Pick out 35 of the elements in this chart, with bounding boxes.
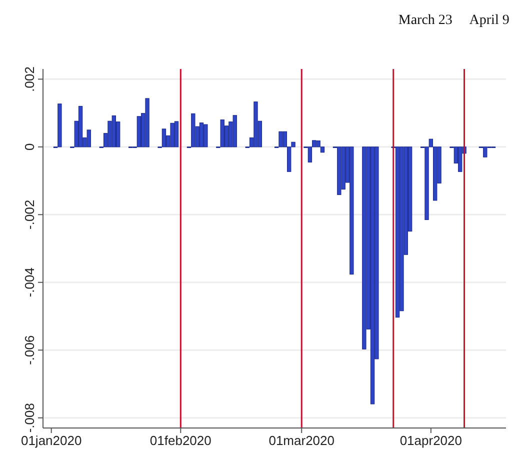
bar — [136, 116, 142, 148]
bar — [254, 102, 258, 148]
x-tick-label: 01mar2020 — [268, 433, 335, 448]
bar — [78, 106, 83, 148]
y-tick-label: -.002 — [22, 200, 37, 230]
bar — [278, 131, 283, 148]
bar — [350, 146, 354, 275]
bar — [170, 122, 174, 148]
bar — [395, 146, 400, 318]
y-tick-label: .002 — [22, 66, 37, 92]
y-tick-label: -.006 — [22, 335, 37, 365]
y-tick-label: 0 — [22, 143, 37, 151]
x-tick-label: 01feb2020 — [150, 433, 212, 448]
bar — [174, 121, 179, 148]
bar — [204, 124, 208, 148]
bar — [458, 146, 462, 172]
bar — [370, 146, 375, 404]
y-tick-label: -.004 — [22, 268, 37, 298]
bar — [145, 98, 150, 148]
ref-line-label: April 9 — [469, 13, 510, 28]
bar — [362, 146, 366, 350]
bar — [232, 115, 237, 148]
bar — [86, 130, 91, 148]
bar — [483, 146, 488, 158]
bar — [199, 122, 204, 148]
x-tick-label: 01jan2020 — [20, 433, 82, 448]
x-tick-label: 01apr2020 — [400, 433, 462, 448]
ref-line-label: March 23 — [398, 13, 452, 28]
bar — [220, 120, 224, 148]
bar — [337, 146, 342, 195]
bar — [112, 115, 116, 148]
bar — [58, 104, 62, 148]
y-tick-label: -.008 — [22, 403, 37, 433]
bar — [162, 128, 166, 148]
bar — [191, 113, 196, 148]
